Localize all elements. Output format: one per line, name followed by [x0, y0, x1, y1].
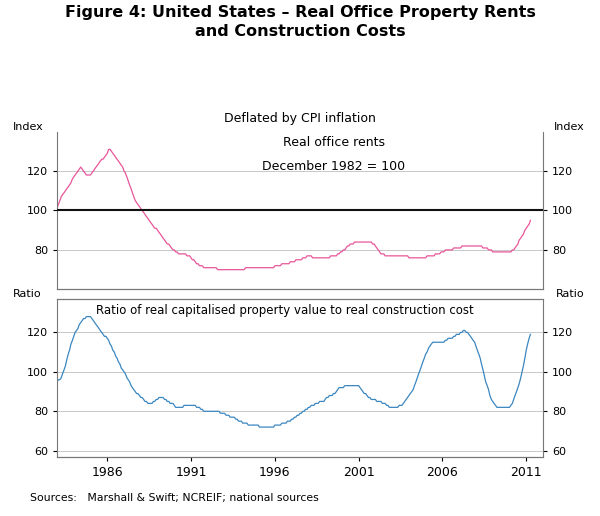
Text: Ratio: Ratio	[13, 289, 42, 299]
Text: Ratio of real capitalised property value to real construction cost: Ratio of real capitalised property value…	[96, 303, 473, 317]
Text: Real office rents: Real office rents	[283, 136, 385, 149]
Text: Figure 4: United States – Real Office Property Rents
and Construction Costs: Figure 4: United States – Real Office Pr…	[65, 5, 535, 39]
Text: Sources:   Marshall & Swift; NCREIF; national sources: Sources: Marshall & Swift; NCREIF; natio…	[30, 493, 319, 503]
Text: Index: Index	[13, 122, 44, 132]
Text: Deflated by CPI inflation: Deflated by CPI inflation	[224, 112, 376, 125]
Text: December 1982 = 100: December 1982 = 100	[262, 160, 406, 173]
Text: Ratio: Ratio	[556, 289, 584, 299]
Text: Index: Index	[554, 122, 584, 132]
